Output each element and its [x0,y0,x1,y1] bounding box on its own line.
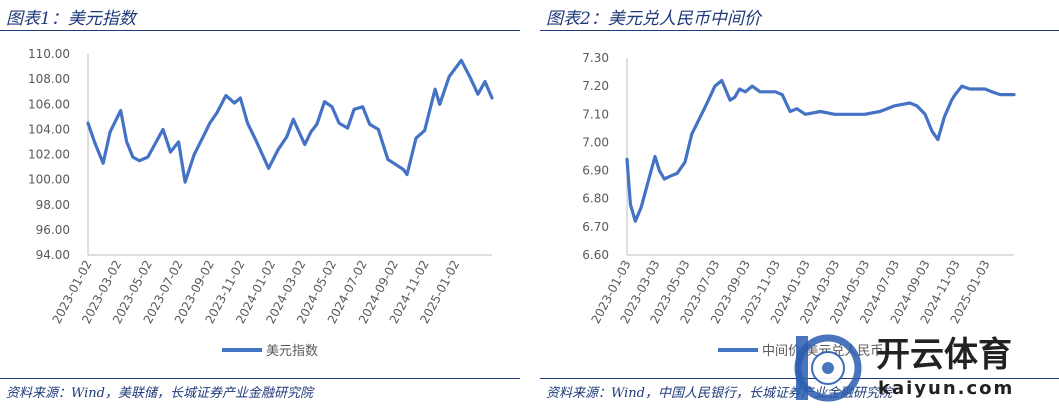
y-tick-label: 6.70 [582,220,609,234]
legend-label: 美元指数 [266,344,318,359]
y-tick-label: 7.10 [582,107,609,121]
y-tick-label: 100.00 [28,173,70,187]
y-tick-label: 102.00 [28,148,70,162]
y-tick-label: 106.00 [28,97,70,111]
y-tick-label: 104.00 [28,122,70,136]
watermark: 开云体育 kaiyun.com [794,334,1014,402]
usd-index-chart: 94.00 96.00 98.00 100.00 102.00 104.00 106.00 1… [28,47,494,359]
usdcny-chart: 6.606.706.806.907.007.107.207.302023-01-… [582,51,1016,359]
right-panel: 图表2：美元兑人民币中间价 6.60 6.70 6.80 6.90 7.00 7.10 7.… [540,0,1059,418]
y-tick-label: 7.00 [582,135,609,149]
y-tick-label: 6.60 [582,248,609,262]
watermark-url: kaiyun.com [878,378,1014,399]
chart-title: 图表2：美元兑人民币中间价 [546,9,761,29]
y-tick-label: 94.00 [36,248,70,262]
title-rule [540,30,1059,31]
y-tick-label: 98.00 [36,198,70,212]
source-note: 资料来源：Wind，美联储，长城证券产业金融研究院 [6,386,313,401]
left-panel: 图表1：美元指数 94.00 96.00 98.00 100.00 102.00 104.… [0,0,520,418]
y-tick-label: 7.30 [582,51,609,65]
y-tick-label: 110.00 [28,47,70,61]
watermark-text: 开云体育 [876,335,1012,375]
series-line [86,58,494,184]
y-tick-label: 96.00 [36,223,70,237]
y-tick-label: 108.00 [28,72,70,86]
title-rule [0,30,520,31]
y-tick-label: 6.90 [582,164,609,178]
y-tick-label: 6.80 [582,192,609,206]
series-line [625,78,1016,223]
source-rule [0,378,520,379]
y-tick-label: 7.20 [582,79,609,93]
watermark-logo-icon [794,334,862,402]
chart-title: 图表1：美元指数 [6,9,136,29]
